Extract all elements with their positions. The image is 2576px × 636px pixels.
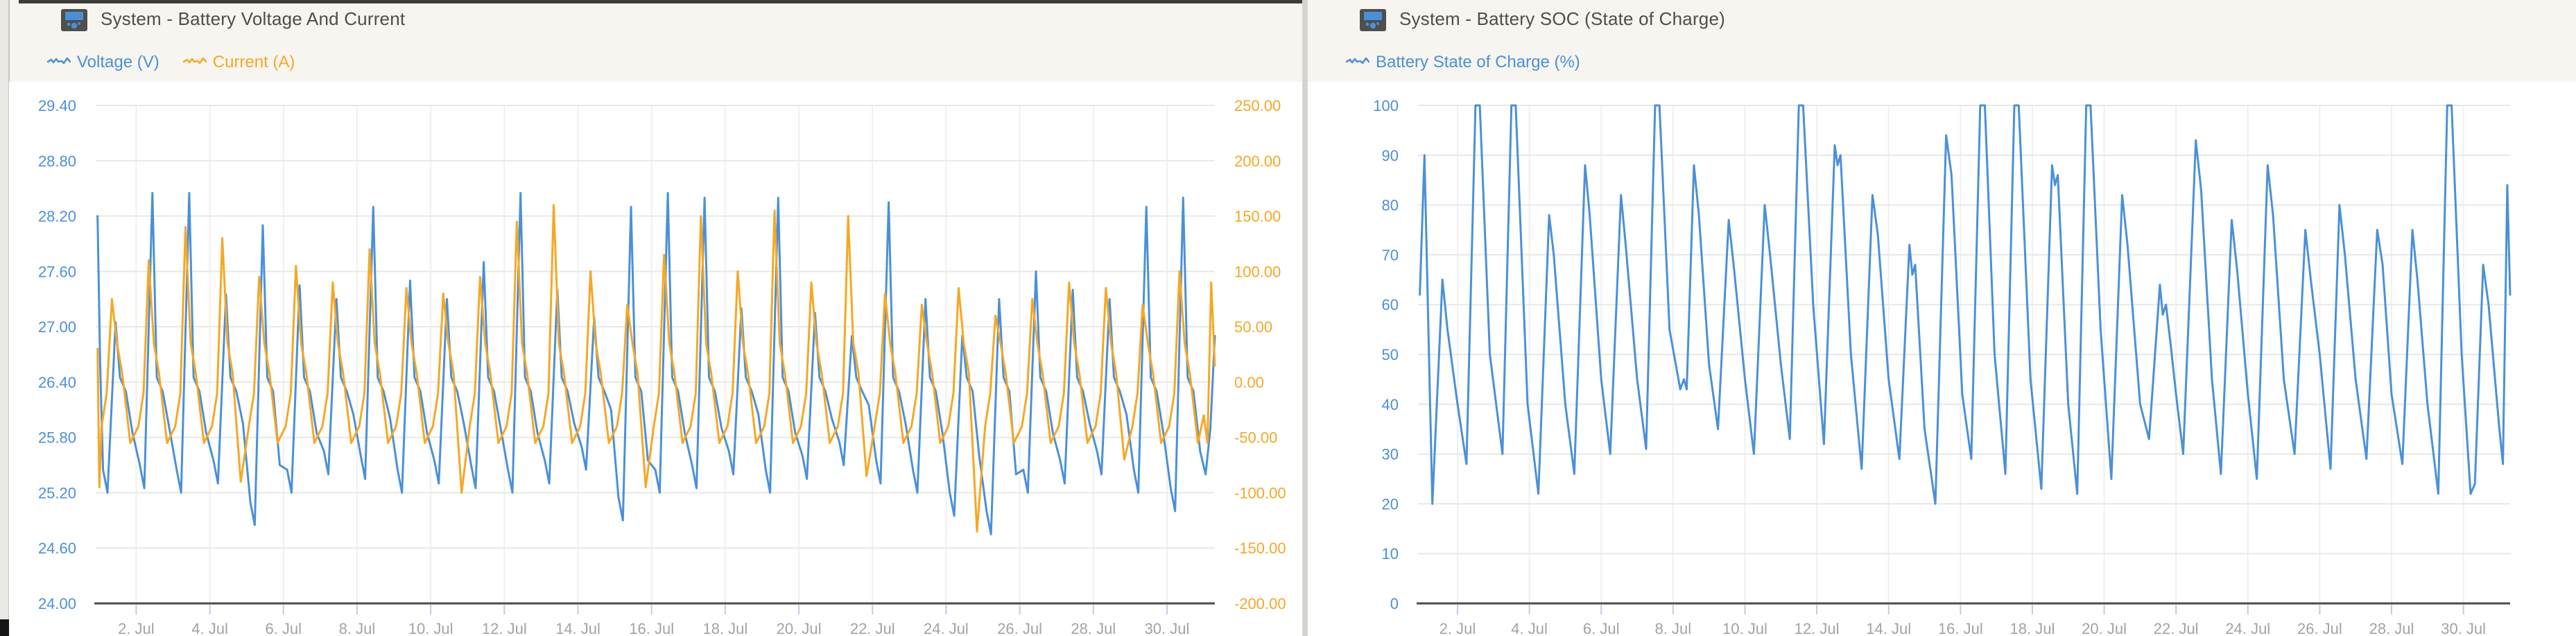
y-axis-label: 20: [1382, 495, 1399, 513]
legend-label: Battery State of Charge (%): [1376, 53, 1580, 71]
legend-label: Voltage (V): [77, 53, 159, 71]
legend-item-current[interactable]: Current (A): [182, 53, 295, 72]
x-axis-label: 30. Jul: [2441, 620, 2486, 636]
widget-battery-soc: System - Battery SOC (State of Charge) B…: [1308, 0, 2576, 636]
x-axis-label: 18. Jul: [702, 620, 747, 636]
x-axis-label: 6. Jul: [1583, 620, 1620, 636]
y-axis-label: 60: [1382, 296, 1399, 313]
legend-label: Current (A): [212, 53, 295, 71]
x-axis-label: 10. Jul: [1722, 620, 1767, 636]
page-left-gutter: [0, 0, 10, 636]
legend-item-voltage[interactable]: Voltage (V): [46, 53, 159, 72]
y-axis-label: 50.00: [1234, 318, 1272, 336]
gx-device-icon: [1360, 9, 1386, 31]
line-series-icon: [1345, 55, 1370, 70]
y-axis-label: 250.00: [1234, 97, 1281, 114]
y-axis-label: 29.40: [38, 97, 76, 114]
y-axis-label: 0: [1390, 595, 1399, 612]
legend: Battery State of Charge (%): [1345, 53, 1580, 72]
y-axis-label: 10: [1382, 545, 1399, 562]
x-axis-label: 20. Jul: [777, 620, 822, 636]
x-axis-label: 26. Jul: [2297, 620, 2342, 636]
x-axis-label: 10. Jul: [408, 620, 453, 636]
x-axis-label: 18. Jul: [2010, 620, 2055, 636]
y-axis-label: 90: [1382, 147, 1399, 164]
y-axis-label: 28.80: [38, 153, 76, 170]
x-axis-label: 22. Jul: [850, 620, 895, 636]
x-axis-label: 28. Jul: [1071, 620, 1116, 636]
x-axis-label: 8. Jul: [1655, 620, 1692, 636]
chart-voltage-current[interactable]: 29.40 28.80 28.20 27.60 27.00 26.40 25.80 25.20…: [9, 82, 1302, 636]
x-axis-label: 12. Jul: [1795, 620, 1840, 636]
x-axis-label: 30. Jul: [1145, 620, 1190, 636]
x-axis-label: 16. Jul: [629, 620, 674, 636]
legend-item-soc[interactable]: Battery State of Charge (%): [1345, 53, 1580, 72]
gx-device-icon: [61, 9, 87, 31]
y-axis-label: 80: [1382, 197, 1399, 214]
x-axis-label: 28. Jul: [2369, 620, 2414, 636]
x-axis-label: 8. Jul: [339, 620, 376, 636]
x-axis-label: 6. Jul: [265, 620, 302, 636]
chart-canvas: 29.40 28.80 28.20 27.60 27.00 26.40 25.80 25.20…: [38, 97, 1286, 636]
y-axis-label: 200.00: [1234, 153, 1281, 170]
x-axis-label: 24. Jul: [2225, 620, 2270, 636]
battery-state-of-charge-series-line: [1419, 104, 2512, 505]
bottom-left-artifact: [0, 619, 9, 636]
y-axis-label: 25.20: [38, 484, 76, 501]
widget-battery-voltage-current: System - Battery Voltage And Current Vol…: [9, 0, 1302, 636]
y-axis-label: 70: [1382, 246, 1399, 264]
x-axis-label: 14. Jul: [555, 620, 600, 636]
x-axis-label: 20. Jul: [2082, 620, 2127, 636]
x-axis-label: 2. Jul: [118, 620, 155, 636]
y-axis-label: -150.00: [1234, 540, 1286, 557]
x-axis-label: 14. Jul: [1866, 620, 1911, 636]
line-series-icon: [182, 55, 207, 70]
x-axis-label: 16. Jul: [1938, 620, 1983, 636]
y-axis-label: -100.00: [1234, 484, 1286, 501]
top-border-bar: [19, 0, 1302, 3]
y-axis-label: 28.20: [38, 208, 76, 225]
x-axis-label: 22. Jul: [2154, 620, 2199, 636]
y-axis-label: 100.00: [1234, 263, 1281, 280]
x-axis-label: 4. Jul: [191, 620, 228, 636]
y-axis-label: 25.80: [38, 429, 76, 447]
y-axis-label: -200.00: [1234, 595, 1286, 612]
x-axis-label: 12. Jul: [482, 620, 527, 636]
y-axis-label: 27.60: [38, 263, 76, 280]
x-axis-label: 4. Jul: [1511, 620, 1548, 636]
widget-title: System - Battery SOC (State of Charge): [1399, 8, 1725, 29]
y-axis-label: 100: [1373, 97, 1399, 114]
line-series-icon: [46, 55, 71, 70]
y-axis-label: 40: [1382, 396, 1399, 413]
widget-header: System - Battery Voltage And Current Vol…: [9, 0, 1302, 82]
voltage-v-series-line: [96, 191, 1216, 535]
y-axis-label: 150.00: [1234, 208, 1281, 225]
x-axis-label: 26. Jul: [997, 620, 1042, 636]
y-axis-label: 24.00: [38, 595, 76, 612]
widget-title: System - Battery Voltage And Current: [101, 8, 406, 29]
y-axis-label: 26.40: [38, 374, 76, 391]
y-axis-label: 27.00: [38, 318, 76, 336]
chart-soc[interactable]: 100 90 80 70 60 50 40 30 20 10 0 2. Jul 4. Jul 6. Jul…: [1308, 82, 2576, 636]
x-axis-label: 24. Jul: [924, 620, 969, 636]
panel-divider: [1302, 0, 1308, 636]
legend: Voltage (V) Current (A): [46, 53, 295, 72]
y-axis-label: -50.00: [1234, 429, 1277, 447]
y-axis-label: 50: [1382, 346, 1399, 363]
y-axis-label: 30: [1382, 446, 1399, 463]
y-axis-label: 24.60: [38, 540, 76, 557]
widget-header: System - Battery SOC (State of Charge) B…: [1308, 0, 2576, 82]
y-axis-label: 0.00: [1234, 374, 1264, 391]
x-axis-label: 2. Jul: [1440, 620, 1476, 636]
current-a-series-line: [96, 204, 1216, 533]
